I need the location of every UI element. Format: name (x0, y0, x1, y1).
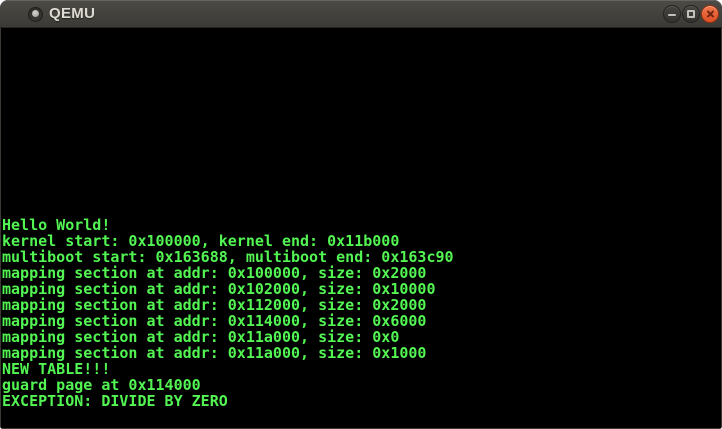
minimize-icon (668, 14, 676, 16)
close-button[interactable] (701, 5, 719, 23)
maximize-button[interactable] (682, 5, 700, 23)
window-controls (663, 5, 719, 23)
maximize-icon (687, 10, 695, 18)
window-icon (28, 7, 43, 22)
window-icon-dot (32, 10, 39, 17)
vm-display[interactable]: Hello World! kernel start: 0x100000, ker… (1, 28, 721, 428)
window-title: QEMU (49, 5, 96, 22)
titlebar[interactable]: QEMU (0, 0, 722, 28)
close-icon (702, 6, 718, 22)
terminal-output: Hello World! kernel start: 0x100000, ker… (2, 216, 454, 410)
minimize-button[interactable] (663, 5, 681, 23)
